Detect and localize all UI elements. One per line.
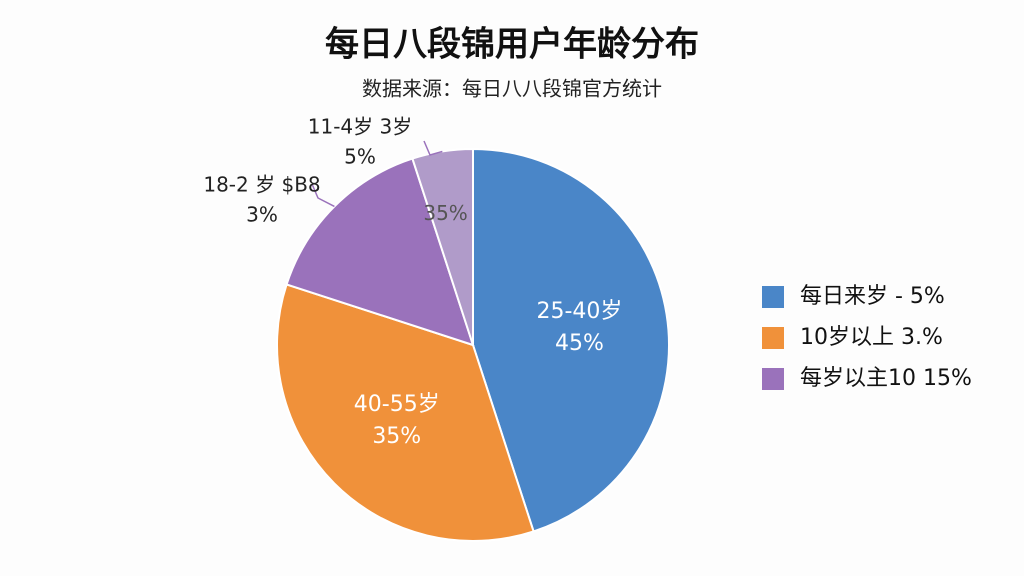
leader-line <box>311 183 335 208</box>
slice-label: 25-40岁 <box>537 299 623 324</box>
slice-label: 35% <box>423 201 467 225</box>
legend-label: 每岁以主10 15% <box>800 366 972 391</box>
slice-label: 40-55岁 <box>354 392 440 417</box>
legend-swatch <box>762 368 784 390</box>
slice-label: 45% <box>555 331 604 356</box>
pie-slice <box>411 147 474 346</box>
chart-title: 每日八段锦用户年龄分布 <box>325 25 699 65</box>
legend-swatch <box>762 327 784 349</box>
pie-slice <box>276 283 535 542</box>
slice-label: 3% <box>246 203 278 227</box>
slice-label: 11-4岁 3岁 <box>308 115 412 139</box>
slice-label: 35% <box>372 424 421 449</box>
pie-slice <box>472 147 670 533</box>
legend-label: 每日来岁 - 5% <box>800 284 945 309</box>
legend-swatch <box>762 286 784 308</box>
slice-label: 5% <box>344 145 376 169</box>
slice-label: 18-2 岁 $B8 <box>203 173 320 197</box>
leader-line <box>423 140 443 156</box>
chart-subtitle: 数据来源：每日八八段锦官方统计 <box>362 77 662 101</box>
pie-slice <box>285 157 475 347</box>
legend-label: 10岁以上 3.% <box>800 325 943 350</box>
